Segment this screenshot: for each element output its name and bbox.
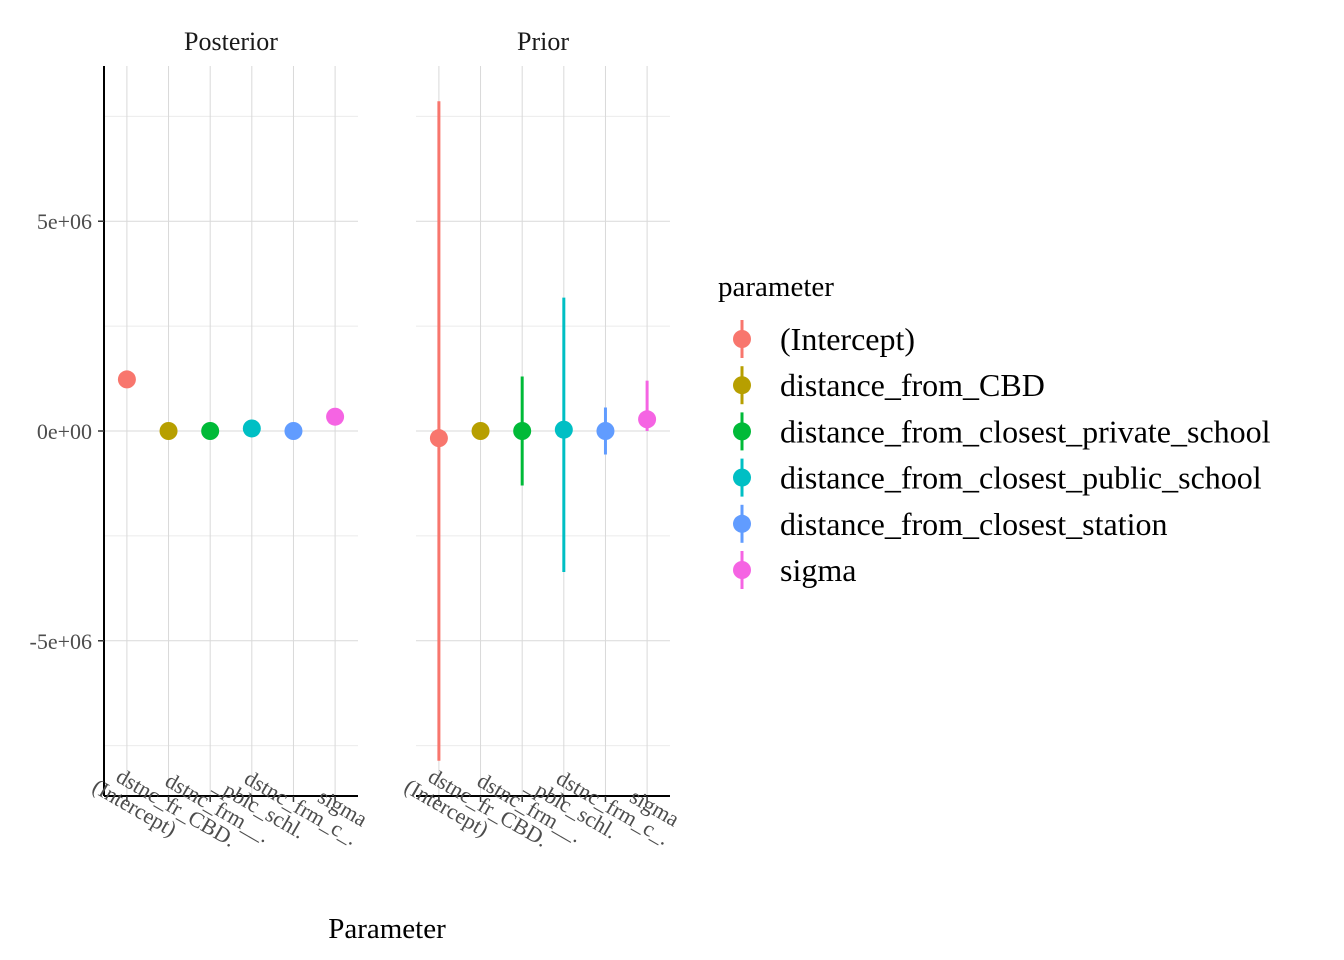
legend-label: distance_from_closest_private_school [780,413,1271,449]
x-axis-title: Parameter [328,913,446,945]
legend-key-point [733,330,751,348]
panel-prior: Prior(Intercept)dstnc_fr_CBD.dstnc_frm__… [400,27,684,852]
legend-title: parameter [718,271,834,303]
data-point-2 [201,422,220,440]
legend-key-point [733,468,751,487]
legend-label: (Intercept) [780,321,915,357]
data-point-1 [471,422,490,440]
legend-label: distance_from_closest_public_school [780,460,1262,496]
data-point-3 [554,420,573,439]
legend-key-point [733,376,751,395]
legend-label: distance_from_closest_station [780,506,1167,542]
data-point-3 [242,419,261,438]
legend-label: sigma [780,552,856,588]
y-tick-label: 0e+00 [37,419,92,444]
data-point-5 [638,410,657,429]
data-point-0 [429,429,448,448]
y-tick-label: 5e+06 [37,209,92,234]
legend: parameter (Intercept) distance_from_CBDdis… [718,271,1271,589]
legend-key-point [733,514,751,533]
data-point-5 [326,407,345,426]
data-point-2 [513,422,532,440]
data-point-4 [596,422,615,440]
legend-label: distance_from_CBD [780,367,1045,403]
data-point-0 [117,370,136,389]
data-point-1 [159,422,178,440]
panel-title: Prior [517,27,569,56]
legend-key-point [733,422,751,441]
panel-title: Posterior [184,27,278,56]
data-point-4 [284,422,303,440]
y-tick-label: -5e+06 [30,629,93,654]
panel-posterior: -5e+060e+005e+06Posterior(Intercept)dstn… [30,27,373,852]
legend-key-point [733,561,751,579]
